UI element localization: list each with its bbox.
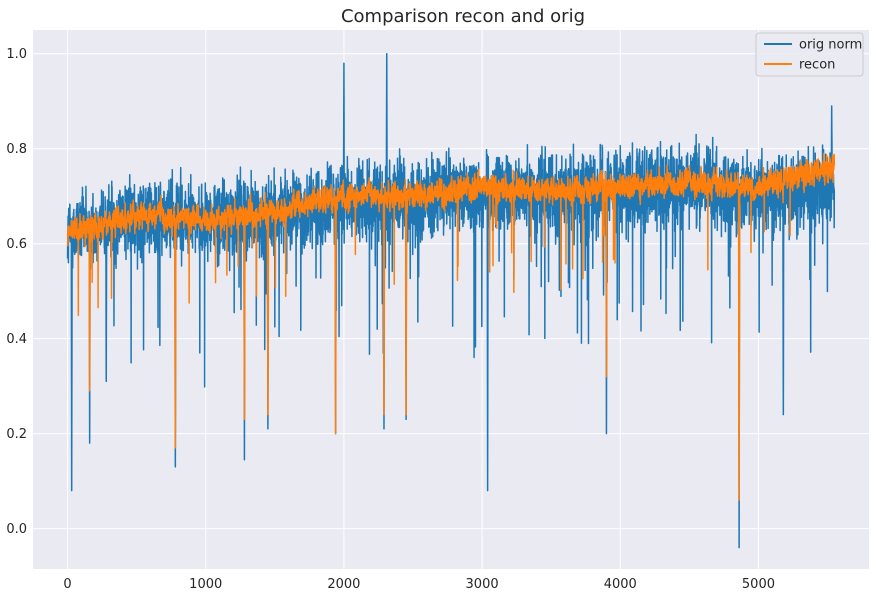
series-line-recon bbox=[66, 152, 836, 501]
legend-label: orig norm bbox=[799, 38, 862, 53]
y-axis: 0.0 0.2 0.4 0.6 0.8 1.0 bbox=[6, 47, 27, 537]
x-tick-label: 2000 bbox=[327, 577, 360, 592]
x-tick-label: 5000 bbox=[742, 577, 775, 592]
y-tick-label: 1.0 bbox=[6, 47, 27, 62]
y-tick-label: 0.2 bbox=[6, 427, 27, 442]
y-tick-label: 0.0 bbox=[6, 522, 27, 537]
series-layer bbox=[66, 52, 836, 549]
x-tick-label: 0 bbox=[63, 577, 71, 592]
x-tick-label: 1000 bbox=[189, 577, 222, 592]
x-tick-label: 4000 bbox=[604, 577, 637, 592]
x-tick-label: 3000 bbox=[466, 577, 499, 592]
chart-title: Comparison recon and orig bbox=[341, 6, 585, 27]
legend-label: recon bbox=[799, 58, 835, 73]
legend: orig norm recon bbox=[755, 32, 864, 77]
y-tick-label: 0.8 bbox=[6, 142, 27, 157]
y-tick-label: 0.4 bbox=[6, 332, 27, 347]
y-tick-label: 0.6 bbox=[6, 237, 27, 252]
x-axis: 0 1000 2000 3000 4000 5000 bbox=[63, 577, 775, 592]
